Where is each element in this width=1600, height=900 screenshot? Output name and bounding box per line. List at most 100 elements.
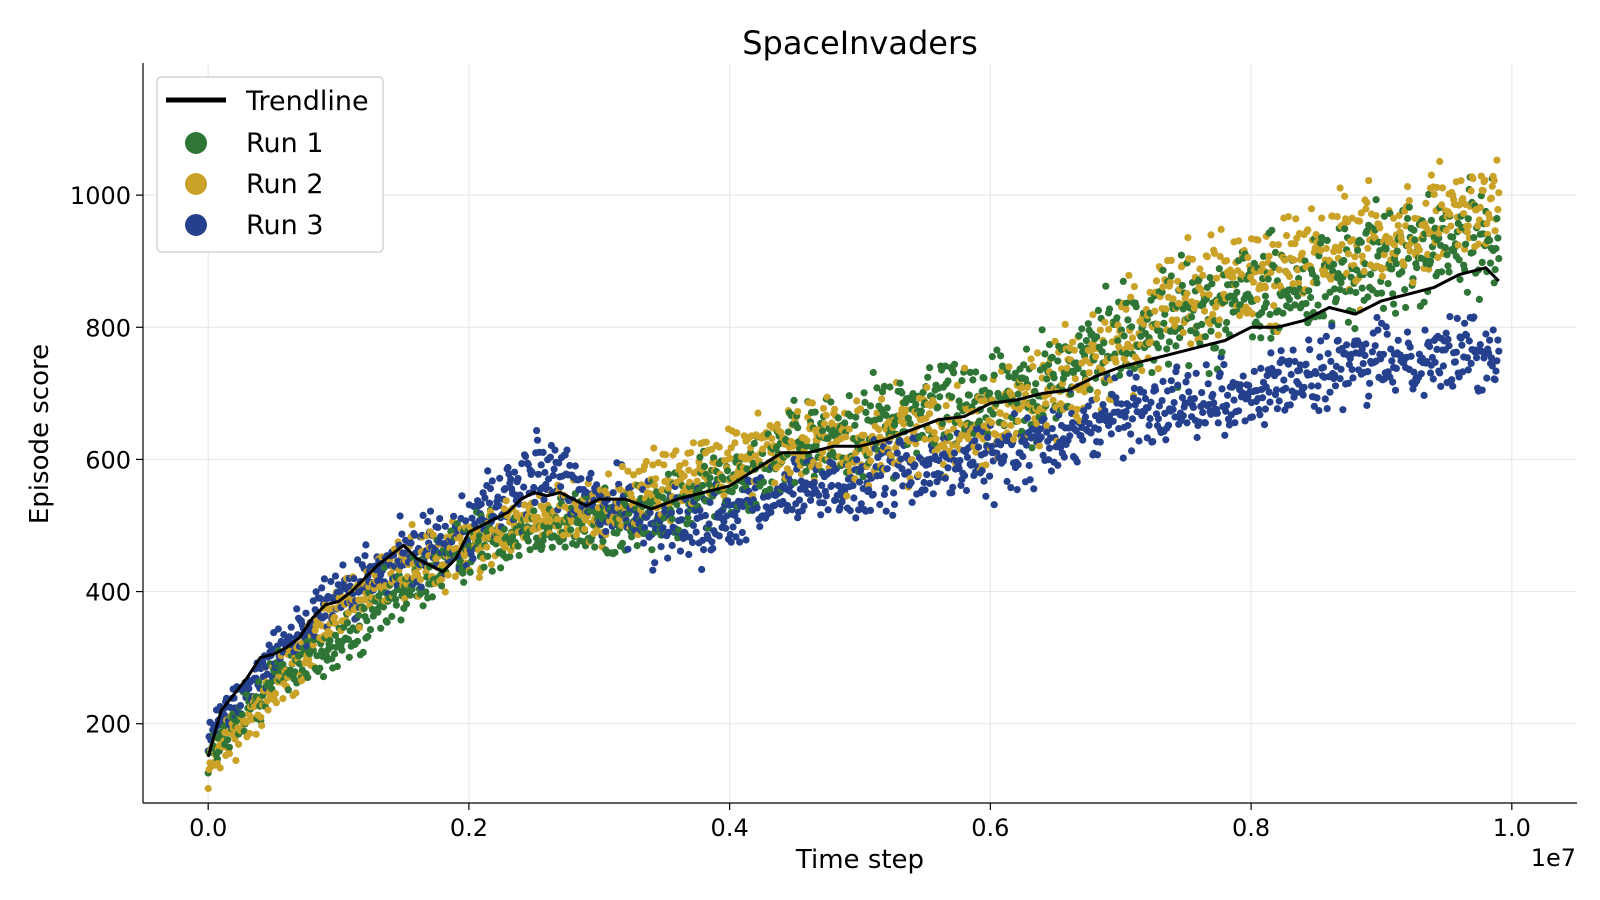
scatter-point — [878, 395, 886, 403]
scatter-point — [710, 454, 718, 462]
scatter-point — [292, 689, 300, 697]
scatter-point — [495, 502, 503, 510]
scatter-point — [828, 481, 836, 490]
scatter-point — [1387, 345, 1395, 353]
scatter-point — [1079, 436, 1087, 444]
scatter-point — [312, 588, 320, 596]
scatter-point — [406, 591, 414, 599]
scatter-point — [1244, 253, 1252, 262]
scatter-point — [1283, 232, 1291, 240]
scatter-point — [444, 571, 452, 579]
scatter-point — [1378, 289, 1386, 297]
scatter-point — [880, 490, 889, 498]
scatter-point — [1030, 485, 1038, 493]
scatter-point — [1154, 365, 1162, 373]
scatter-point — [293, 605, 301, 613]
scatter-point — [1132, 373, 1140, 381]
scatter-point — [699, 481, 707, 490]
scatter-point — [424, 517, 432, 526]
scatter-point — [1273, 405, 1281, 413]
scatter-point — [514, 474, 522, 483]
scatter-point — [1144, 404, 1152, 412]
scatter-point — [742, 536, 750, 544]
scatter-point — [510, 468, 519, 476]
scatter-point — [1464, 222, 1472, 230]
scatter-point — [700, 462, 709, 470]
scatter-point — [1384, 280, 1392, 288]
scatter-point — [1248, 413, 1257, 421]
scatter-point — [295, 660, 304, 668]
scatter-point — [686, 533, 694, 541]
scatter-point — [853, 397, 861, 405]
scatter-point — [1486, 214, 1494, 222]
scatter-point — [1014, 461, 1022, 469]
scatter-point — [1454, 241, 1462, 249]
scatter-point — [701, 511, 710, 520]
scatter-point — [1216, 252, 1224, 261]
scatter-point — [1467, 359, 1475, 367]
scatter-point — [521, 452, 530, 460]
scatter-point — [1014, 390, 1022, 398]
scatter-point — [1291, 301, 1299, 309]
scatter-point — [958, 377, 966, 385]
scatter-point — [1093, 451, 1102, 459]
scatter-point — [759, 445, 767, 453]
scatter-point — [1495, 347, 1503, 355]
scatter-point — [1383, 330, 1391, 338]
scatter-point — [1035, 442, 1043, 450]
scatter-point — [1130, 283, 1138, 291]
scatter-point — [618, 463, 627, 471]
scatter-point — [1348, 365, 1356, 374]
scatter-point — [284, 686, 292, 694]
scatter-point — [331, 631, 340, 639]
scatter-point — [700, 546, 708, 554]
scatter-point — [533, 513, 542, 521]
scatter-point — [1355, 217, 1364, 225]
scatter-point — [920, 478, 928, 487]
scatter-point — [538, 542, 546, 550]
scatter-point — [1470, 234, 1478, 242]
scatter-point — [1248, 310, 1257, 318]
scatter-point — [392, 601, 400, 609]
scatter-point — [1159, 266, 1167, 274]
scatter-point — [923, 383, 931, 391]
scatter-point — [1107, 430, 1115, 438]
scatter-point — [1084, 402, 1092, 410]
scatter-point — [1047, 467, 1055, 475]
scatter-point — [681, 459, 689, 467]
scatter-point — [997, 409, 1005, 417]
scatter-point — [1482, 330, 1490, 338]
scatter-point — [1337, 365, 1345, 373]
scatter-point — [1333, 213, 1341, 221]
scatter-point — [1393, 247, 1401, 255]
scatter-point — [950, 360, 959, 368]
scatter-point — [896, 379, 904, 387]
scatter-point — [961, 472, 969, 480]
scatter-point — [1037, 433, 1045, 441]
scatter-point — [488, 477, 496, 485]
scatter-point — [1488, 362, 1496, 370]
scatter-point — [1223, 318, 1231, 327]
scatter-point — [1212, 344, 1220, 352]
scatter-point — [1167, 377, 1175, 385]
scatter-point — [1011, 369, 1020, 377]
scatter-point — [1349, 374, 1357, 382]
scatter-point — [949, 483, 957, 491]
scatter-point — [1236, 301, 1245, 309]
scatter-point — [1167, 272, 1175, 280]
scatter-point — [1205, 291, 1213, 299]
scatter-point — [1340, 256, 1348, 265]
scatter-point — [441, 522, 449, 530]
scatter-point — [1391, 309, 1400, 317]
scatter-point — [1040, 415, 1048, 423]
scatter-point — [1337, 279, 1345, 287]
scatter-point — [1299, 391, 1307, 399]
scatter-point — [790, 396, 798, 404]
scatter-point — [846, 507, 854, 515]
scatter-point — [616, 486, 625, 494]
scatter-point — [860, 389, 868, 397]
scatter-point — [783, 501, 792, 510]
x-tick-label: 0.2 — [450, 814, 488, 842]
scatter-point — [1403, 183, 1412, 191]
scatter-point — [715, 532, 723, 540]
